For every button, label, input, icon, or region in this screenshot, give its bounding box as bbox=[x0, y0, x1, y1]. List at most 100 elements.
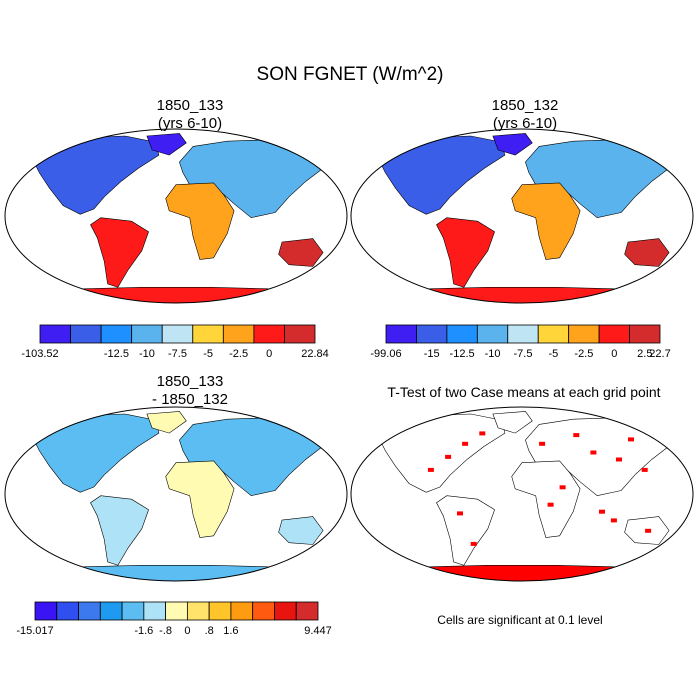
significant-cell bbox=[599, 509, 605, 514]
colorbar-tick-label: -7.5 bbox=[514, 348, 533, 360]
continent-australia bbox=[278, 516, 324, 545]
figure-title: SON FGNET (W/m^2) bbox=[256, 64, 444, 85]
panel-1-title-line1: 1850_133 bbox=[156, 97, 224, 114]
significant-cell bbox=[610, 518, 617, 523]
panel-3-title-line2: - 1850_132 bbox=[152, 391, 228, 408]
colorbar-tick-label: -10 bbox=[485, 348, 501, 360]
colorbar-tick-label: -10 bbox=[139, 348, 155, 360]
colorbar-swatch bbox=[143, 601, 167, 621]
colorbar-swatch bbox=[568, 324, 600, 344]
panel-3-title-line1: 1850_133 bbox=[156, 373, 224, 390]
colorbar-3: -15.017 -1.6 -.8 0 .8 1.6 9.447 bbox=[16, 601, 332, 637]
continent-australia bbox=[278, 238, 324, 267]
continent-northAmerica bbox=[376, 413, 506, 493]
colorbar-swatch bbox=[161, 324, 194, 344]
colorbar-tick-label: -103.52 bbox=[21, 348, 58, 360]
significance-note: Cells are significant at 0.1 level bbox=[437, 613, 603, 627]
continent-southAmerica bbox=[436, 495, 495, 566]
map-panel-2 bbox=[350, 128, 694, 304]
panel-4-title: T-Test of two Case means at each grid po… bbox=[350, 383, 698, 401]
colorbar-swatch bbox=[230, 601, 254, 621]
continent-greenland bbox=[492, 411, 533, 434]
colorbar-tick-label: 9.447 bbox=[304, 625, 332, 637]
panel-3-title: 1850_133 - 1850_132 bbox=[30, 373, 350, 409]
globe-outline bbox=[4, 128, 348, 304]
colorbar-swatch bbox=[56, 601, 79, 621]
significant-cell bbox=[590, 450, 597, 455]
colorbar-swatch bbox=[537, 324, 570, 344]
colorbar-swatch bbox=[253, 324, 285, 344]
colorbar-swatch bbox=[100, 324, 133, 344]
colorbar-swatch bbox=[165, 601, 188, 621]
significant-cell bbox=[645, 528, 652, 533]
continent-africa bbox=[165, 182, 235, 260]
colorbar-tick-label: -15 bbox=[424, 348, 440, 360]
colorbar-tick-label: 0 bbox=[184, 625, 190, 637]
colorbar-tick-label: -12.5 bbox=[450, 348, 475, 360]
continent-greenland bbox=[146, 133, 187, 156]
colorbar-tick-label: -7.5 bbox=[168, 348, 187, 360]
colorbar-tick-label: -15.017 bbox=[16, 625, 53, 637]
significant-cell bbox=[462, 441, 469, 446]
colorbar-tick-label: -5 bbox=[549, 348, 559, 360]
significant-cell bbox=[559, 485, 566, 490]
continent-antarctica bbox=[354, 564, 690, 581]
panel-2-title-line1: 1850_132 bbox=[491, 97, 559, 114]
colorbar-tick-label: 2.5 bbox=[637, 348, 652, 360]
colorbar-swatch bbox=[274, 601, 297, 621]
continent-antarctica bbox=[354, 286, 690, 303]
map-panel-1 bbox=[4, 128, 348, 304]
map-panel-4 bbox=[350, 406, 694, 582]
colorbar-swatch bbox=[252, 601, 275, 621]
significant-cell bbox=[628, 437, 634, 442]
colorbar-swatch bbox=[416, 324, 448, 344]
panel-1-title-line2: (yrs 6-10) bbox=[157, 115, 223, 132]
colorbar-swatch bbox=[34, 601, 58, 621]
colorbar-swatch bbox=[222, 324, 255, 344]
colorbar-tick-label: -5 bbox=[203, 348, 213, 360]
colorbar-tick-label: -2.5 bbox=[229, 348, 248, 360]
globe-outline bbox=[350, 128, 694, 304]
colorbar-tick-label: 0 bbox=[266, 348, 272, 360]
colorbar-tick-label: 22.7 bbox=[649, 348, 670, 360]
panel-2-title: 1850_132 (yrs 6-10) bbox=[365, 97, 685, 133]
colorbar-swatch bbox=[121, 601, 145, 621]
colorbar-tick-label: 0 bbox=[611, 348, 617, 360]
significant-cell bbox=[470, 541, 477, 546]
colorbar-swatch bbox=[39, 324, 71, 344]
colorbar-swatch bbox=[131, 324, 163, 344]
significant-cell bbox=[616, 457, 622, 462]
colorbar-swatch bbox=[192, 324, 224, 344]
significant-cell bbox=[457, 511, 463, 516]
continent-northAmerica bbox=[30, 413, 160, 493]
continent-greenland bbox=[146, 411, 187, 434]
significant-cell bbox=[427, 467, 434, 472]
continent-antarctica bbox=[8, 286, 344, 303]
colorbar-swatch bbox=[284, 324, 316, 344]
colorbar-1: -103.52 -12.5 -10 -7.5 -5 -2.5 0 22.84 bbox=[21, 324, 329, 360]
colorbar-swatch bbox=[78, 601, 101, 621]
significant-cell bbox=[547, 502, 554, 507]
significant-cell bbox=[445, 454, 452, 459]
colorbar-tick-label: .8 bbox=[205, 625, 214, 637]
colorbar-2: -99.06 -15 -12.5 -10 -7.5 -5 -2.5 0 2.522.7 bbox=[370, 324, 671, 360]
significant-cell bbox=[641, 467, 648, 472]
colorbar-swatch bbox=[385, 324, 417, 344]
colorbar-tick-label: 22.84 bbox=[301, 348, 329, 360]
panel-1-title: 1850_133 (yrs 6-10) bbox=[30, 97, 350, 133]
colorbar-swatch bbox=[186, 601, 210, 621]
continent-antarctica bbox=[8, 564, 344, 581]
colorbar-tick-label: -12.5 bbox=[104, 348, 129, 360]
continent-southAmerica bbox=[436, 217, 495, 288]
colorbar-tick-label: 1.6 bbox=[223, 625, 238, 637]
colorbar-swatch bbox=[476, 324, 509, 344]
colorbar-swatch bbox=[598, 324, 630, 344]
significant-cell bbox=[539, 441, 546, 446]
significant-cell bbox=[573, 433, 580, 438]
significant-cell bbox=[479, 431, 486, 436]
continent-australia bbox=[624, 238, 670, 267]
colorbar-swatch bbox=[70, 324, 102, 344]
continent-northAmerica bbox=[30, 135, 160, 215]
globe-outline bbox=[4, 406, 348, 582]
